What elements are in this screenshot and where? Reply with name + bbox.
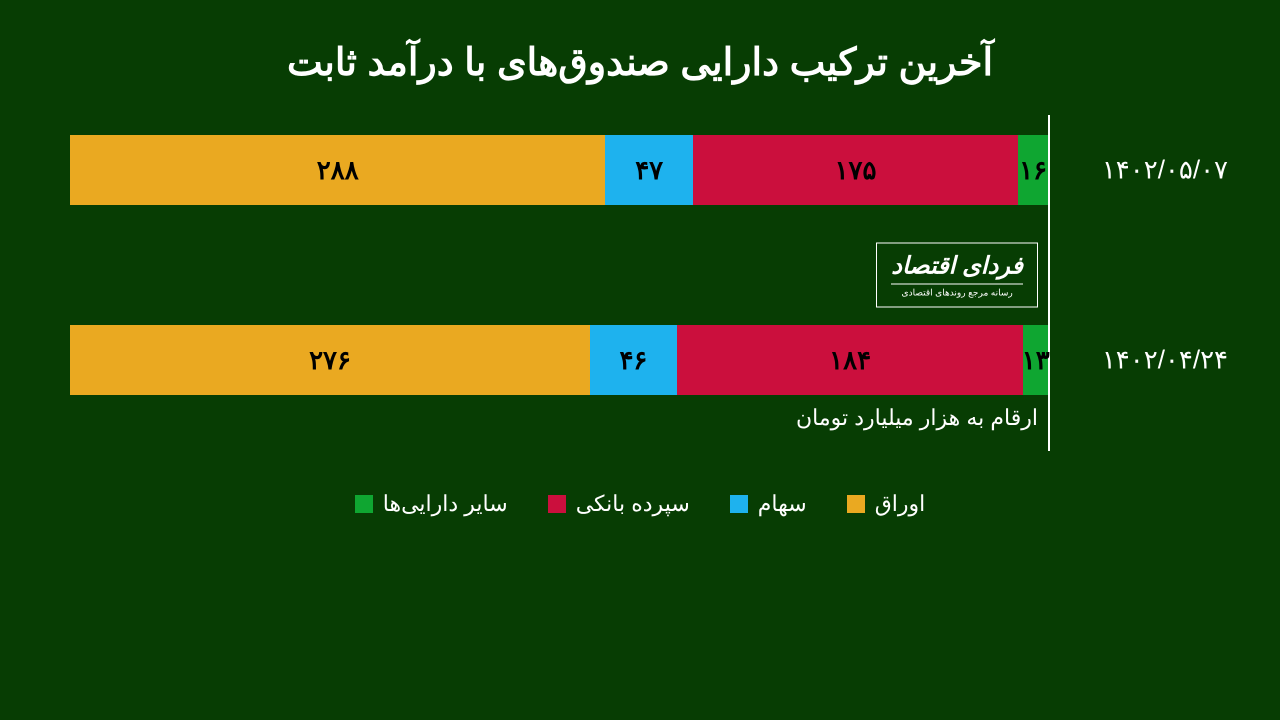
legend-item-stocks: سهام: [730, 491, 807, 517]
legend-label-stocks: سهام: [758, 491, 807, 517]
spacer: فردای اقتصاد رسانه مرجع روندهای اقتصادی: [70, 225, 1048, 325]
chart-subtitle: ارقام به هزار میلیارد تومان: [70, 405, 1048, 431]
segment-1-bonds: ۲۷۶: [70, 325, 590, 395]
bar-label-1: ۱۴۰۲/۰۴/۲۴: [1058, 345, 1228, 376]
legend-swatch-other: [355, 495, 373, 513]
bar-row-0: ۱۴۰۲/۰۵/۰۷ ۲۸۸ ۴۷ ۱۷۵ ۱۶: [70, 135, 1048, 205]
segment-0-bank-value: ۱۷۵: [835, 155, 877, 186]
segment-1-bonds-value: ۲۷۶: [309, 345, 351, 376]
legend-item-bank: سپرده بانکی: [548, 491, 690, 517]
legend-label-bonds: اوراق: [875, 491, 926, 517]
watermark-main: فردای اقتصاد: [891, 252, 1023, 281]
legend-swatch-bank: [548, 495, 566, 513]
segment-1-stocks-value: ۴۶: [619, 345, 647, 376]
segment-1-other: ۱۳: [1023, 325, 1047, 395]
chart-area: ۱۴۰۲/۰۵/۰۷ ۲۸۸ ۴۷ ۱۷۵ ۱۶ فردای اقتصاد رس…: [70, 115, 1050, 451]
segment-0-stocks: ۴۷: [605, 135, 692, 205]
segment-1-bank: ۱۸۴: [677, 325, 1024, 395]
watermark-box: فردای اقتصاد رسانه مرجع روندهای اقتصادی: [876, 243, 1038, 308]
segment-0-other-value: ۱۶: [1019, 155, 1047, 186]
bar-row-1: ۱۴۰۲/۰۴/۲۴ ۲۷۶ ۴۶ ۱۸۴ ۱۳: [70, 325, 1048, 395]
segment-0-bonds: ۲۸۸: [70, 135, 605, 205]
segment-0-stocks-value: ۴۷: [635, 155, 663, 186]
legend-item-other: سایر دارایی‌ها: [355, 491, 508, 517]
legend-label-other: سایر دارایی‌ها: [383, 491, 508, 517]
segment-0-bonds-value: ۲۸۸: [317, 155, 359, 186]
legend-item-bonds: اوراق: [847, 491, 926, 517]
chart-container: آخرین ترکیب دارایی صندوق‌های با درآمد ثا…: [0, 0, 1280, 720]
segment-0-bank: ۱۷۵: [693, 135, 1018, 205]
bar-container-1: ۲۷۶ ۴۶ ۱۸۴ ۱۳: [70, 325, 1048, 395]
segment-1-bank-value: ۱۸۴: [829, 345, 871, 376]
segment-1-stocks: ۴۶: [590, 325, 677, 395]
segment-1-other-value: ۱۳: [1022, 345, 1050, 376]
segment-0-other: ۱۶: [1018, 135, 1048, 205]
legend-swatch-stocks: [730, 495, 748, 513]
legend-label-bank: سپرده بانکی: [576, 491, 690, 517]
bar-container-0: ۲۸۸ ۴۷ ۱۷۵ ۱۶: [70, 135, 1048, 205]
legend: اوراق سهام سپرده بانکی سایر دارایی‌ها: [50, 491, 1230, 517]
bar-label-0: ۱۴۰۲/۰۵/۰۷: [1058, 155, 1228, 186]
watermark-sub: رسانه مرجع روندهای اقتصادی: [891, 284, 1023, 299]
chart-title: آخرین ترکیب دارایی صندوق‌های با درآمد ثا…: [50, 40, 1230, 85]
legend-swatch-bonds: [847, 495, 865, 513]
